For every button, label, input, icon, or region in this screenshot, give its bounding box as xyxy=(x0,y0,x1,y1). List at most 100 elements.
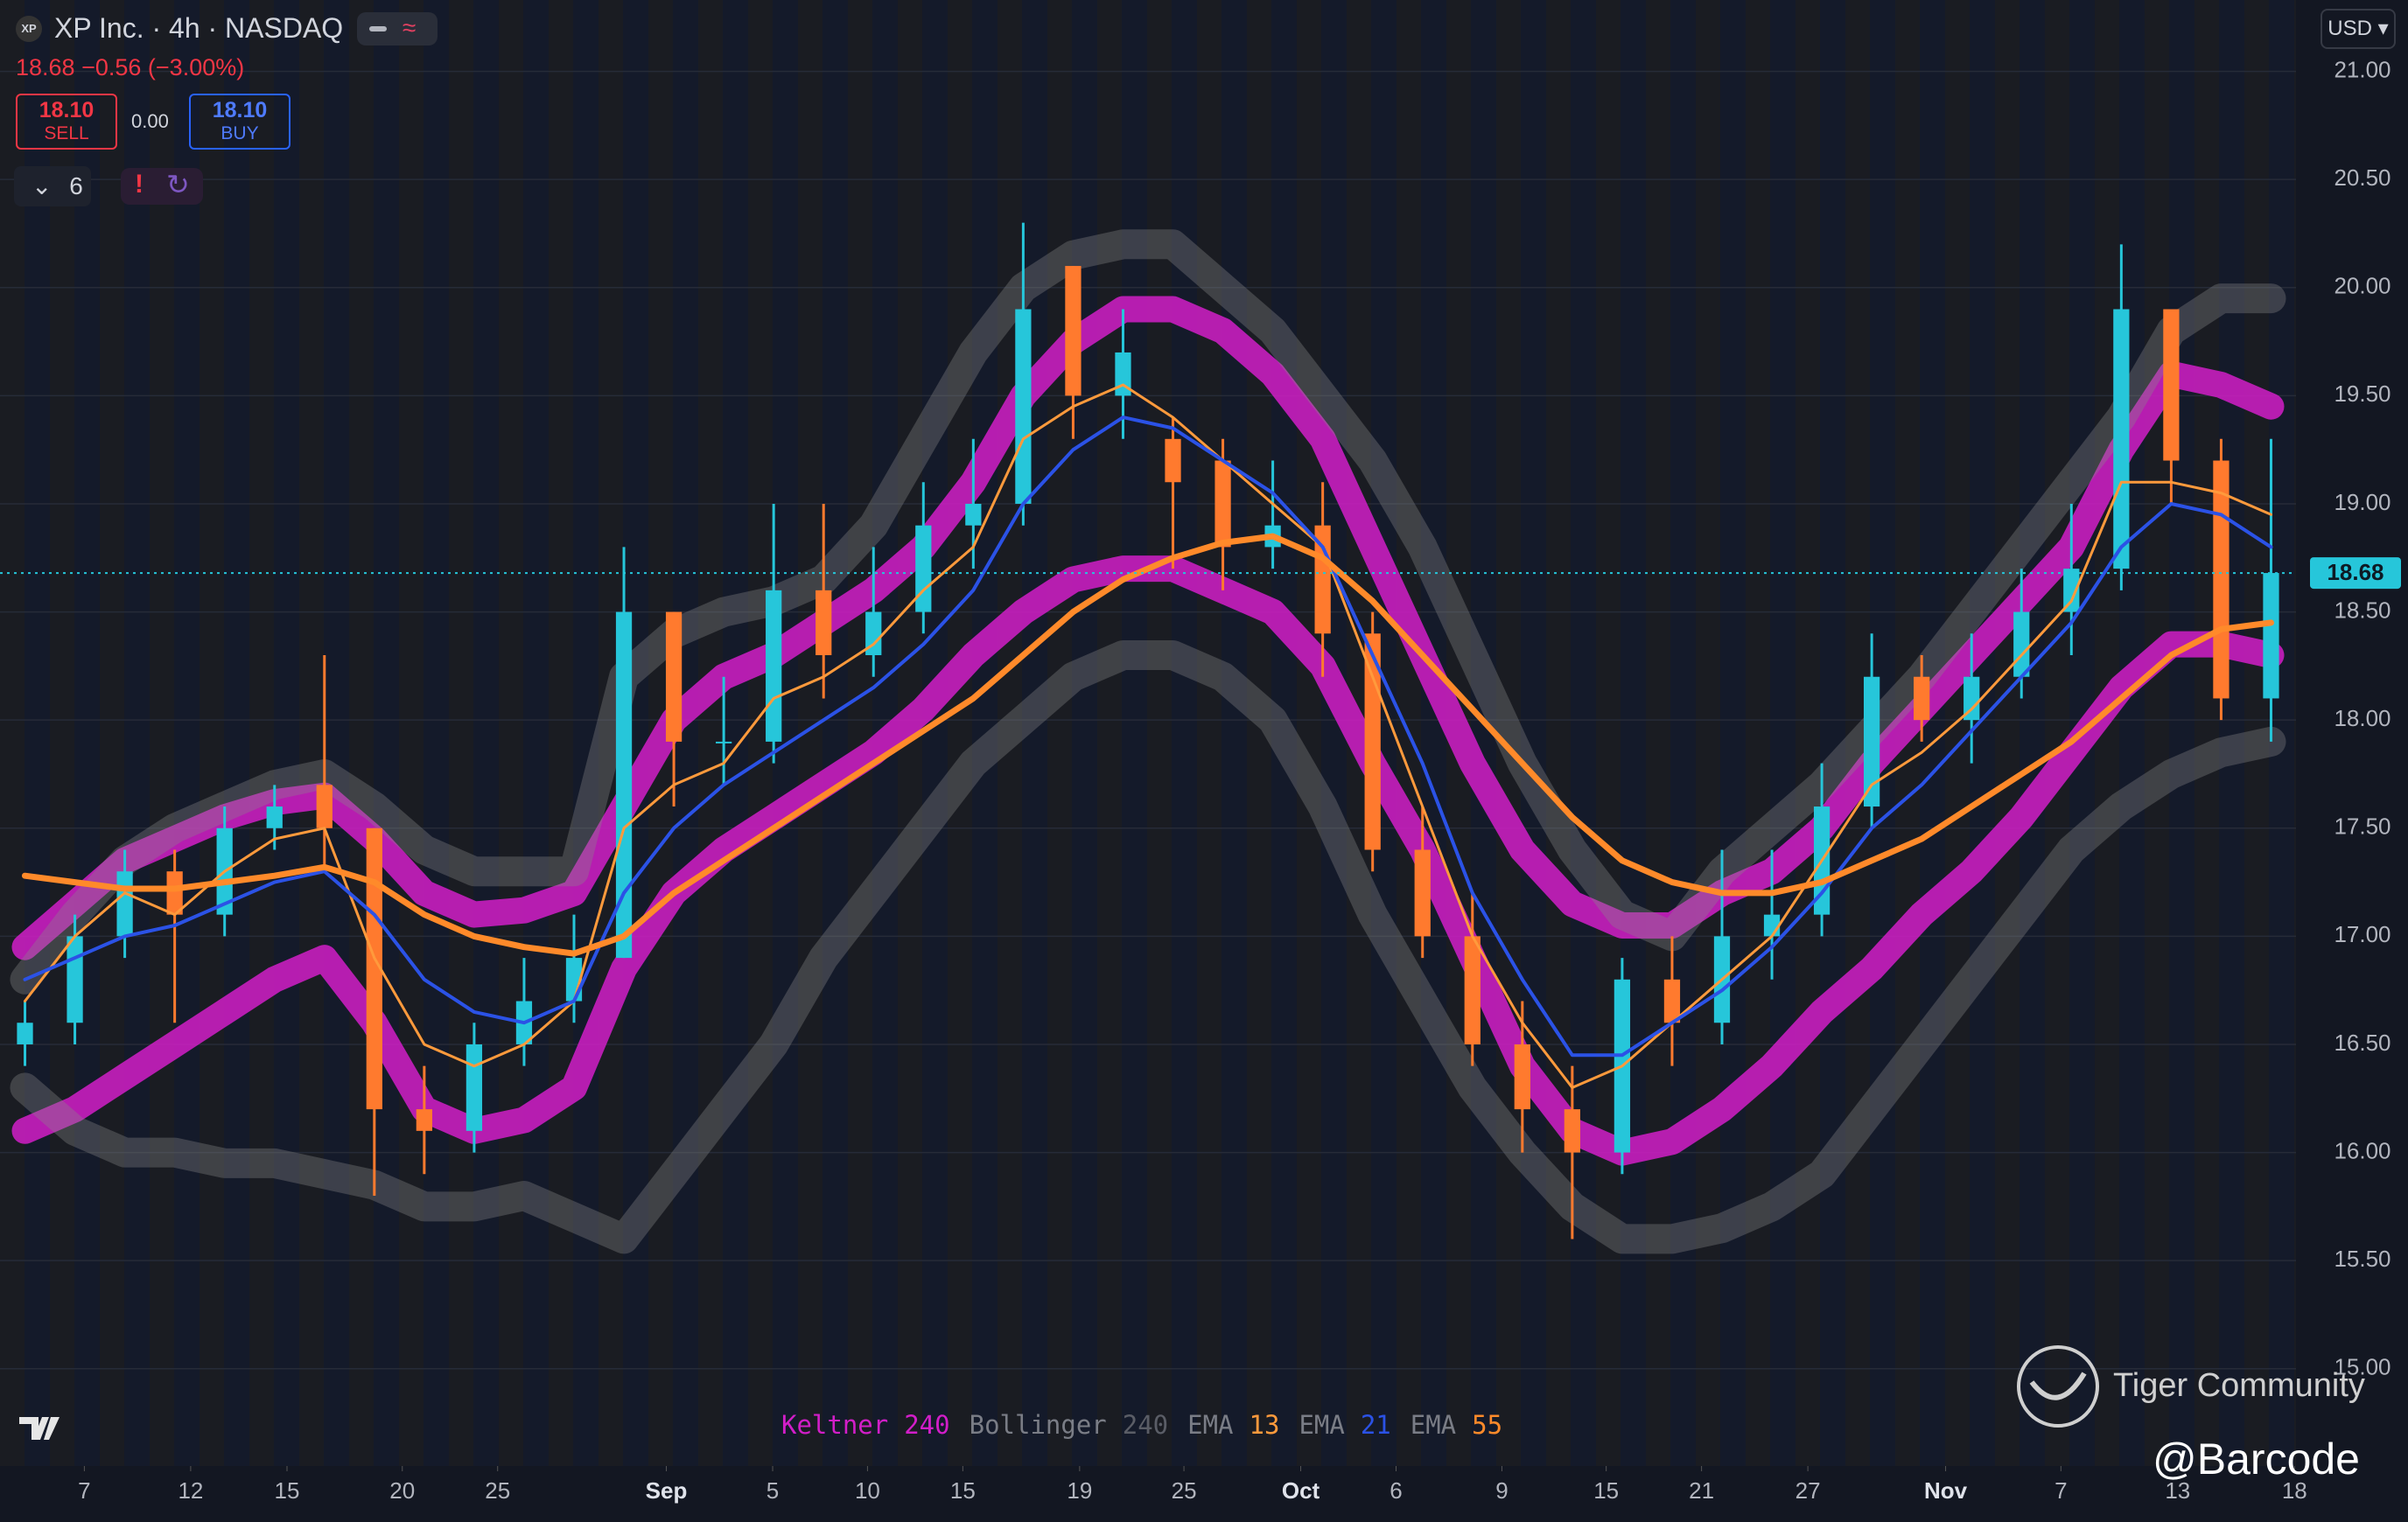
price-change-line: 18.68 −0.56 (−3.00%) xyxy=(16,54,244,81)
candle-body xyxy=(17,1023,33,1044)
legend-length: 240 xyxy=(1123,1410,1168,1440)
x-tick-label: 5 xyxy=(766,1477,779,1504)
x-tick-label: 18 xyxy=(2282,1477,2307,1504)
candle-body xyxy=(1065,266,1082,396)
candle-body xyxy=(1214,460,1231,548)
candle-body xyxy=(816,590,832,656)
y-tick-label: 20.50 xyxy=(2334,164,2390,191)
legend-length: 21 xyxy=(1361,1410,1391,1440)
buy-button[interactable]: 18.10 BUY xyxy=(189,94,290,150)
watermark-user: @Barcode xyxy=(2152,1435,2360,1484)
y-tick-label: 19.00 xyxy=(2334,489,2390,515)
x-tick-label: 6 xyxy=(1390,1477,1402,1504)
watermark-logo xyxy=(2017,1345,2099,1428)
y-tick-label: 19.50 xyxy=(2334,380,2390,407)
x-tick-label: 9 xyxy=(1495,1477,1508,1504)
candle-body xyxy=(366,827,382,1110)
candle-body xyxy=(2213,460,2230,699)
plot-background xyxy=(0,0,2296,1466)
candle-body xyxy=(1115,352,1131,396)
candle-body xyxy=(166,871,183,915)
chevron: ⌄ xyxy=(32,172,52,199)
x-tick-label: 15 xyxy=(275,1477,300,1504)
candle-body xyxy=(1964,676,1980,721)
candle-body xyxy=(615,611,633,959)
symbol-title[interactable]: XP Inc. · 4h · NASDAQ xyxy=(54,12,344,44)
ema-line xyxy=(24,383,2272,1089)
legend-length: 13 xyxy=(1250,1410,1280,1440)
x-tick-label: 12 xyxy=(178,1477,203,1504)
legend-length: 240 xyxy=(904,1410,949,1440)
candle-body xyxy=(865,611,882,656)
candle-body xyxy=(466,1044,483,1131)
logo-mark xyxy=(19,1417,60,1440)
candle-body xyxy=(416,1109,432,1131)
buy-price: 18.10 xyxy=(212,98,268,122)
candle-body xyxy=(316,785,332,828)
buy-label: BUY xyxy=(220,123,259,143)
candle-body xyxy=(766,590,782,742)
x-tick-label: Nov xyxy=(1924,1477,1968,1504)
status-icons[interactable]: ! ↻ xyxy=(121,168,203,205)
x-tick-label: 15 xyxy=(1593,1477,1619,1504)
candle-body xyxy=(1663,979,1681,1023)
x-tick-label: 20 xyxy=(389,1477,415,1504)
y-tick-label: 18.00 xyxy=(2334,705,2390,731)
symbol-actions[interactable]: ≈ xyxy=(357,12,438,45)
band-line xyxy=(10,229,2286,995)
candle-body xyxy=(2163,309,2180,461)
x-tick-label: 10 xyxy=(855,1477,880,1504)
x-tick-label: 21 xyxy=(1689,1477,1714,1504)
candle-body xyxy=(2263,573,2279,699)
indicator-toggle[interactable]: ⌄ 6 xyxy=(14,166,91,206)
sell-button[interactable]: 18.10 SELL xyxy=(16,94,117,150)
x-tick-label: 27 xyxy=(1796,1477,1821,1504)
y-tick-label: 15.50 xyxy=(2334,1246,2390,1272)
x-tick-label: Oct xyxy=(1282,1477,1320,1504)
candle-body xyxy=(1015,309,1032,504)
band-line xyxy=(11,296,2285,960)
time-axis-background xyxy=(0,1466,2408,1522)
sell-price: 18.10 xyxy=(38,98,94,122)
symbol-logo: XP xyxy=(16,16,42,42)
candle-body xyxy=(1564,1109,1580,1153)
watermark-logo-detail xyxy=(2029,1372,2087,1400)
x-tick-label: 7 xyxy=(78,1477,90,1504)
y-tick-label: 17.00 xyxy=(2334,921,2390,947)
candle-body xyxy=(2113,309,2130,569)
currency-selector[interactable]: USD ▾ xyxy=(2320,9,2396,49)
legend-name: EMA xyxy=(1298,1410,1344,1440)
candle-body xyxy=(665,611,682,742)
x-tick-label: 25 xyxy=(1172,1477,1197,1504)
legend-name: EMA xyxy=(1187,1410,1233,1440)
last-price: 18.68 xyxy=(16,54,75,80)
legend-name: Keltner xyxy=(781,1410,888,1440)
x-tick-label: 25 xyxy=(485,1477,510,1504)
ema-line xyxy=(23,415,2273,1058)
candle-body xyxy=(116,871,133,937)
x-tick-label: 7 xyxy=(2054,1477,2067,1504)
currency: USD xyxy=(2328,17,2372,40)
y-tick-label: 16.00 xyxy=(2334,1137,2390,1163)
candle-body xyxy=(716,741,732,744)
price-axis-background xyxy=(2296,0,2408,1522)
x-tick-label: 19 xyxy=(1067,1477,1092,1504)
y-tick-label: 17.50 xyxy=(2334,813,2390,840)
spread: 0.00 xyxy=(131,110,169,132)
legend-name: EMA xyxy=(1410,1410,1456,1440)
candle-body xyxy=(1914,676,1930,721)
candle-body xyxy=(915,525,932,612)
y-tick-label: 16.50 xyxy=(2334,1030,2390,1056)
candle-body xyxy=(266,806,283,828)
watermark-brand: Tiger Community xyxy=(2113,1367,2365,1404)
candle-body xyxy=(1414,849,1431,937)
x-tick-label: 13 xyxy=(2165,1477,2190,1504)
last-price-label: 18.68 xyxy=(2327,559,2384,585)
x-tick-label: 15 xyxy=(950,1477,976,1504)
band-line xyxy=(10,640,2286,1254)
y-tick-label: 18.50 xyxy=(2334,597,2390,623)
candle-body xyxy=(965,503,982,526)
ema-line xyxy=(22,533,2274,957)
